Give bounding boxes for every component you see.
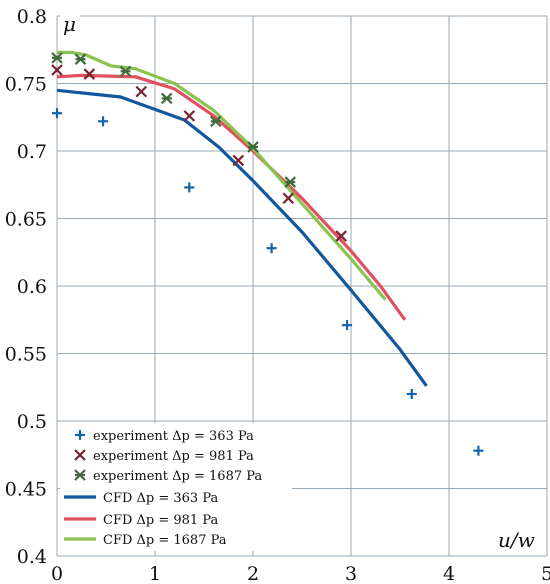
experiment-data-point xyxy=(98,116,109,127)
legend-entry-label: CFD Δp = 1687 Pa xyxy=(103,533,227,548)
x-tick-label: 1 xyxy=(149,563,161,584)
x-axis-label-bg xyxy=(494,528,546,554)
cfd-lines xyxy=(56,50,428,387)
legend-entry-label: CFD Δp = 981 Pa xyxy=(103,513,218,528)
y-tick-label: 0.75 xyxy=(5,74,47,96)
experiment-data-point xyxy=(51,64,63,76)
y-tick-label: 0.55 xyxy=(5,344,47,366)
y-tick-label: 0.6 xyxy=(17,276,47,298)
x-tick-label: 2 xyxy=(247,563,259,584)
experiment-data-point xyxy=(51,52,63,64)
x-axis-label: u/w xyxy=(498,528,535,552)
cfd-series-line xyxy=(56,73,407,321)
y-tick-label: 0.45 xyxy=(5,479,47,501)
experiment-data-point xyxy=(335,230,347,242)
y-tick-label: 0.8 xyxy=(17,6,47,28)
x-tick-label: 0 xyxy=(51,563,63,584)
experiment-data-point xyxy=(135,85,148,98)
legend-marker-swatch xyxy=(74,449,86,461)
y-tick-label: 0.7 xyxy=(17,141,47,163)
experiment-markers xyxy=(51,52,484,456)
experiment-data-point xyxy=(160,92,173,105)
legend-marker-swatch xyxy=(75,430,85,440)
experiment-data-point xyxy=(266,243,277,254)
experiment-data-point xyxy=(284,176,297,188)
experiment-data-point xyxy=(52,108,62,119)
legend: experiment Δp = 363 Pa experiment Δp = 98… xyxy=(60,423,292,551)
experiment-data-point xyxy=(184,182,195,193)
experiment-data-point xyxy=(183,110,196,122)
experiment-data-point xyxy=(406,389,417,399)
y-tick-label: 0.5 xyxy=(17,411,47,433)
cfd-series-line xyxy=(56,88,428,387)
y-tick-label: 0.4 xyxy=(17,546,47,568)
legend-entry-label: CFD Δp = 363 Pa xyxy=(103,491,218,506)
grid xyxy=(56,15,548,557)
experiment-data-point xyxy=(83,68,96,80)
y-axis-label-bg xyxy=(60,14,80,36)
experiment-data-point xyxy=(282,192,295,205)
experiment-data-point xyxy=(232,154,245,167)
experiment-data-point xyxy=(74,53,87,65)
legend-background xyxy=(60,423,292,551)
x-tick-label: 5 xyxy=(541,563,550,584)
experiment-data-point xyxy=(119,65,132,78)
legend-entry-label: experiment Δp = 1687 Pa xyxy=(93,469,262,484)
experiment-data-point xyxy=(209,115,222,128)
x-tick-label: 3 xyxy=(345,563,357,584)
experiment-data-point xyxy=(247,141,259,153)
experiment-data-point xyxy=(342,320,353,331)
y-tick-label: 0.65 xyxy=(5,209,47,231)
cfd-series-line xyxy=(57,50,387,301)
legend-marker-swatch xyxy=(74,469,86,481)
y-axis-label: μ xyxy=(63,12,76,36)
legend-entry-label: experiment Δp = 363 Pa xyxy=(93,429,254,444)
x-tick-label: 4 xyxy=(443,563,455,584)
tick-labels: 0 1 2 3 4 5 0.4 0.45 0.5 0.55 0.6 0.65 0.7 0.75 0.8 xyxy=(5,6,550,584)
legend-entry-label: experiment Δp = 981 Pa xyxy=(93,449,254,464)
experiment-data-point xyxy=(473,445,484,456)
